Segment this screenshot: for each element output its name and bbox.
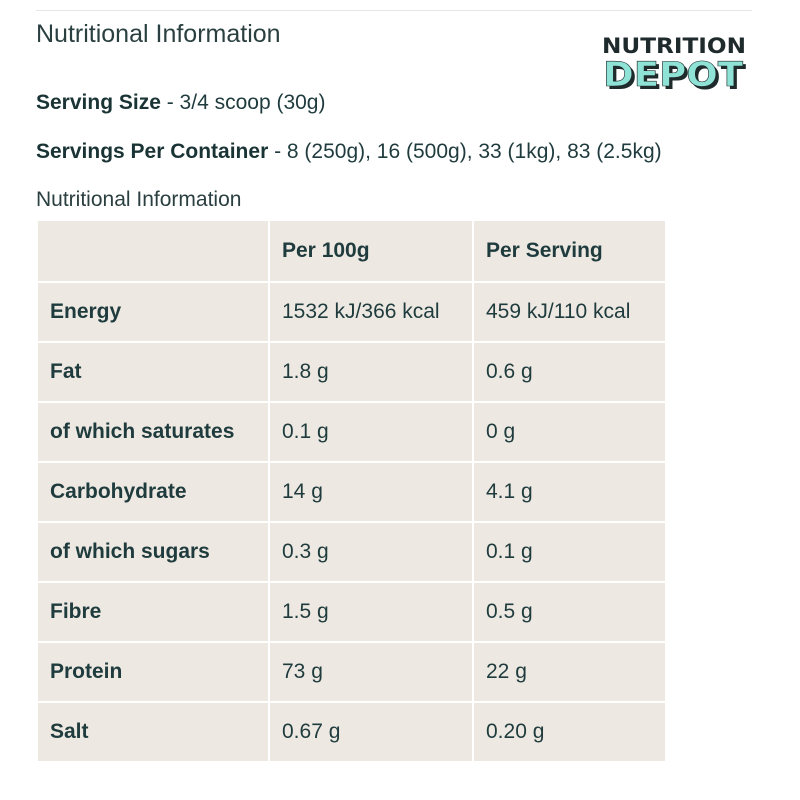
header-per-serving: Per Serving [472, 219, 667, 283]
value-per-serving: 4.1 g [472, 461, 667, 523]
table-row: Salt 0.67 g 0.20 g [36, 701, 667, 763]
nutrient-name: Carbohydrate [36, 461, 270, 523]
value-per-100g: 14 g [268, 461, 474, 523]
value-per-serving: 22 g [472, 641, 667, 703]
table-row: Fat 1.8 g 0.6 g [36, 341, 667, 403]
value-per-serving: 0 g [472, 401, 667, 463]
servings-per-container: Servings Per Container - 8 (250g), 16 (5… [36, 140, 662, 164]
table-row: of which sugars 0.3 g 0.1 g [36, 521, 667, 583]
header-nutrient [36, 219, 270, 283]
nutrient-name: Protein [36, 641, 270, 703]
value-per-100g: 73 g [268, 641, 474, 703]
serving-size: Serving Size - 3/4 scoop (30g) [36, 91, 325, 115]
nutrient-name: Energy [36, 281, 270, 343]
table-row: Energy 1532 kJ/366 kcal 459 kJ/110 kcal [36, 281, 667, 343]
value-per-100g: 0.3 g [268, 521, 474, 583]
header-per-100g: Per 100g [268, 219, 474, 283]
value-per-100g: 1532 kJ/366 kcal [268, 281, 474, 343]
nutrition-depot-logo: NUTRITION DEPOT DEPOT [602, 34, 747, 96]
nutrient-name: Fibre [36, 581, 270, 643]
page-title: Nutritional Information [36, 20, 281, 48]
value-per-100g: 1.8 g [268, 341, 474, 403]
table-row: Fibre 1.5 g 0.5 g [36, 581, 667, 643]
table-row: of which saturates 0.1 g 0 g [36, 401, 667, 463]
top-divider [36, 10, 752, 11]
value-per-serving: 0.5 g [472, 581, 667, 643]
table-header-row: Per 100g Per Serving [36, 219, 667, 283]
value-per-100g: 0.67 g [268, 701, 474, 763]
nutrient-name: Salt [36, 701, 270, 763]
table-row: Carbohydrate 14 g 4.1 g [36, 461, 667, 523]
servings-per-container-label: Servings Per Container [36, 140, 269, 163]
table-caption: Nutritional Information [36, 188, 242, 211]
serving-size-value: - 3/4 scoop (30g) [160, 91, 326, 114]
value-per-100g: 0.1 g [268, 401, 474, 463]
serving-size-label: Serving Size [36, 91, 161, 114]
nutrient-name: of which saturates [36, 401, 270, 463]
logo-line2-shadow: DEPOT [606, 58, 747, 96]
value-per-serving: 459 kJ/110 kcal [472, 281, 667, 343]
table-row: Protein 73 g 22 g [36, 641, 667, 703]
nutrient-name: of which sugars [36, 521, 270, 583]
servings-per-container-value: - 8 (250g), 16 (500g), 33 (1kg), 83 (2.5… [268, 140, 662, 163]
value-per-serving: 0.20 g [472, 701, 667, 763]
value-per-serving: 0.6 g [472, 341, 667, 403]
logo-line2: DEPOT [603, 55, 744, 95]
value-per-serving: 0.1 g [472, 521, 667, 583]
nutrient-name: Fat [36, 341, 270, 403]
value-per-100g: 1.5 g [268, 581, 474, 643]
nutrition-table: Per 100g Per Serving Energy 1532 kJ/366 … [36, 219, 667, 763]
logo-line1: NUTRITION [602, 34, 746, 58]
